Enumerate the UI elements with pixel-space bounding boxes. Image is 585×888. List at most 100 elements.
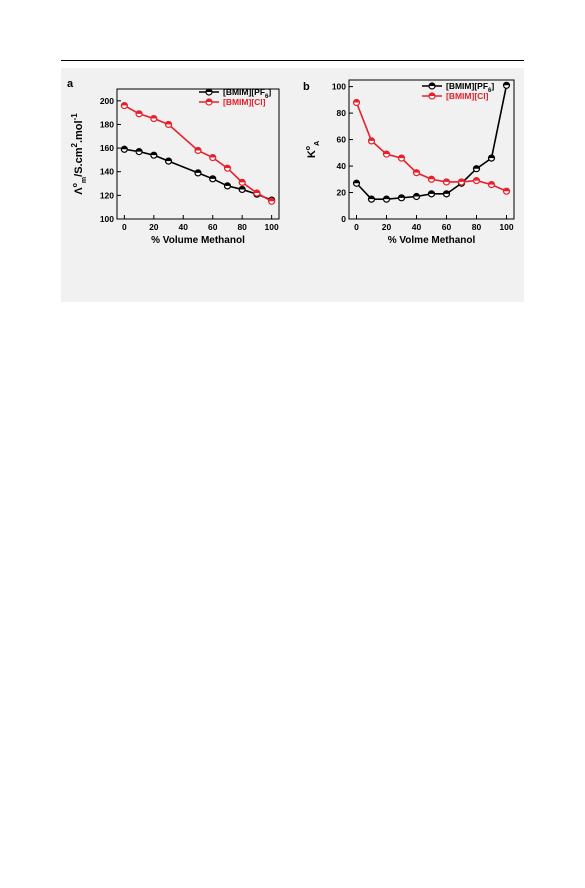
y-axis-label-unit2: .mol [73, 120, 85, 143]
legend-label-tail: ] [268, 87, 271, 97]
y-axis-label-sup: o [72, 183, 79, 187]
y-tick-label: 20 [337, 188, 347, 198]
y-tick-label: 40 [337, 161, 347, 171]
x-tick-label: 60 [442, 222, 452, 232]
legend-marker-fill [429, 83, 435, 86]
legend-label-main: [BMIM][PF [446, 81, 488, 91]
y-axis-label: KoA [305, 141, 321, 158]
legend-marker-fill [429, 93, 435, 96]
legend-entry: [BMIM][Cl] [422, 91, 489, 101]
data-point-fill [473, 177, 480, 181]
data-point-fill [195, 169, 201, 173]
data-point-fill [443, 178, 450, 182]
y-axis-label-sup: o [305, 146, 312, 150]
legend-marker-fill [206, 99, 212, 102]
data-point-fill [150, 152, 157, 156]
y-tick-label: 140 [100, 167, 114, 177]
legend-entry: [BMIM][PF6] [199, 87, 271, 100]
panel-label: b [303, 81, 310, 93]
series-line [124, 148, 272, 201]
legend-label-sub: 6 [488, 88, 492, 94]
data-point-fill [398, 194, 405, 198]
legend-label-main: [BMIM][PF [223, 87, 265, 97]
y-tick-label: 60 [337, 135, 347, 145]
data-point-fill [253, 190, 260, 193]
y-tick-label: 120 [100, 190, 114, 200]
legend-label: [BMIM][PF6] [446, 81, 494, 94]
data-point-fill [383, 196, 390, 200]
x-tick-label: 80 [472, 222, 482, 232]
x-axis-label: % Volme Methanol [388, 235, 476, 246]
data-point-fill [121, 102, 128, 106]
legend-label-tail: ] [491, 81, 494, 91]
y-tick-label: 180 [100, 119, 114, 129]
legend-entry: [BMIM][PF6] [422, 81, 494, 94]
y-tick-label: 200 [100, 96, 114, 106]
y-tick-label: 160 [100, 143, 114, 153]
x-tick-label: 80 [237, 222, 247, 232]
x-tick-label: 20 [382, 222, 392, 232]
series-0 [352, 81, 511, 203]
data-point-fill [224, 182, 231, 186]
x-tick-label: 100 [499, 222, 513, 232]
data-point-fill [413, 193, 420, 197]
data-point-fill [239, 186, 246, 190]
y-axis-label-unit: /S.cm [73, 147, 85, 177]
series-1 [352, 98, 511, 195]
y-tick-label: 80 [337, 108, 347, 118]
series-1 [120, 101, 276, 205]
legend-label: [BMIM][Cl] [223, 97, 266, 107]
x-tick-label: 100 [265, 222, 279, 232]
data-point-fill [224, 165, 231, 169]
legend-entry: [BMIM][Cl] [199, 97, 266, 107]
data-point-fill [239, 179, 246, 183]
x-tick-label: 0 [354, 222, 359, 232]
series-0 [120, 145, 276, 204]
page-header-rule [61, 60, 524, 61]
data-point-fill [165, 121, 172, 125]
x-axis-label: % Volume Methanol [151, 235, 245, 246]
legend-label: [BMIM][Cl] [446, 91, 489, 101]
plot-frame [116, 88, 280, 220]
data-point-fill [268, 198, 275, 202]
data-point-fill [368, 196, 375, 200]
data-point-fill [383, 151, 390, 155]
x-tick-label: 40 [179, 222, 189, 232]
data-point-fill [209, 154, 216, 158]
data-point-fill [503, 188, 510, 192]
data-point-fill [353, 99, 360, 103]
chart-b: b 0 20 40 60 80 100 0 20 40 60 80 100 % Volme Methano… [303, 79, 515, 246]
series-line [123, 104, 273, 202]
data-point-fill [443, 190, 450, 194]
data-point-fill [488, 155, 495, 159]
data-point-fill [473, 165, 480, 169]
y-tick-label: 0 [341, 214, 346, 224]
x-tick-label: 0 [122, 222, 127, 232]
legend-label-main: [BMIM][Cl] [446, 91, 489, 101]
data-point-fill [503, 82, 510, 86]
y-axis-label-main: Λ [73, 187, 85, 195]
y-axis-label-unit2-sup: -1 [70, 113, 79, 121]
data-point-fill [136, 148, 143, 152]
data-point-fill [413, 169, 420, 173]
data-point-fill [368, 137, 375, 141]
legend-marker-fill [206, 89, 212, 92]
data-point-fill [488, 181, 495, 185]
x-tick-label: 20 [149, 222, 159, 232]
plot-frame [348, 79, 515, 220]
data-point-fill [150, 115, 157, 119]
legend-label-sub: 6 [265, 94, 269, 100]
legend-label: [BMIM][PF6] [223, 87, 271, 100]
x-tick-label: 40 [412, 222, 422, 232]
data-point-fill [121, 146, 128, 150]
data-point-fill [353, 180, 360, 184]
y-axis-label-sub: A [314, 141, 321, 146]
y-axis-label-unit-sup: 2 [70, 142, 79, 147]
y-axis-label: Λom/S.cm2.mol-1 [70, 113, 88, 195]
y-tick-label: 100 [332, 82, 346, 92]
data-point-fill [195, 147, 201, 151]
data-point-fill [428, 176, 435, 180]
y-tick-label: 100 [100, 214, 114, 224]
x-tick-label: 60 [208, 222, 218, 232]
chart-a: a 0 20 40 60 80 100 100 120 140 160 180 200 % Volume … [67, 78, 280, 246]
